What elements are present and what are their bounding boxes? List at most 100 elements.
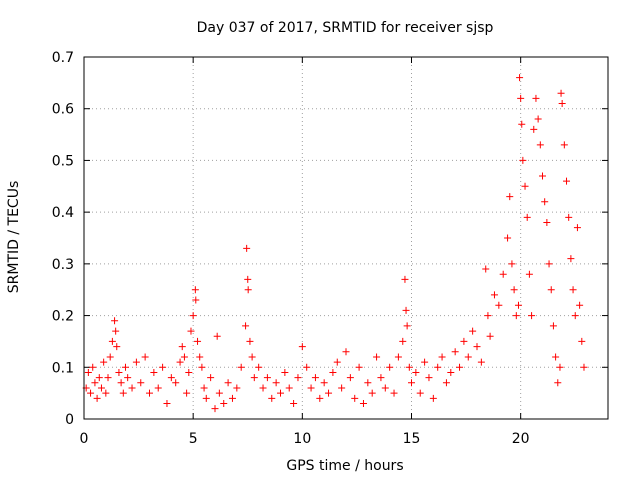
data-point	[390, 389, 398, 397]
data-point	[146, 389, 153, 397]
data-point	[108, 337, 116, 345]
data-point	[119, 389, 127, 397]
data-point	[408, 379, 415, 387]
data-point	[534, 115, 542, 123]
data-point	[178, 343, 186, 351]
data-point	[268, 394, 276, 402]
data-point	[303, 363, 311, 371]
axis-ticks: 0 5 10 15 20 0 0.1 0.2 0.3 0.4 0.5 0.6 0.7	[52, 50, 608, 447]
data-point	[244, 286, 252, 294]
data-point	[510, 286, 518, 294]
data-point	[200, 384, 208, 392]
data-point	[272, 379, 280, 387]
data-point	[132, 358, 140, 366]
data-point	[425, 374, 433, 382]
data-point	[159, 363, 167, 371]
data-point	[192, 296, 200, 304]
data-point	[106, 353, 114, 361]
data-point	[150, 368, 158, 376]
data-point	[111, 317, 119, 325]
data-point	[536, 141, 544, 149]
data-point	[281, 368, 289, 376]
x-tick-label: 15	[403, 431, 421, 447]
data-point	[499, 270, 507, 278]
data-point	[359, 399, 367, 407]
data-point	[490, 291, 498, 299]
data-point	[97, 384, 105, 392]
data-point	[93, 394, 101, 402]
data-point	[243, 244, 251, 252]
data-point	[514, 301, 522, 309]
data-point	[539, 172, 546, 180]
data-point	[517, 94, 525, 102]
data-point	[228, 394, 236, 402]
data-point	[104, 374, 112, 382]
y-tick-label: 0.1	[52, 360, 74, 376]
data-point	[377, 374, 385, 382]
data-point	[381, 384, 389, 392]
data-point	[285, 384, 293, 392]
data-point	[346, 374, 354, 382]
data-point	[259, 384, 267, 392]
y-tick-label: 0.6	[52, 102, 74, 118]
data-point	[307, 384, 315, 392]
data-point	[563, 177, 571, 185]
data-point	[320, 379, 328, 387]
data-point	[516, 74, 524, 82]
data-point	[519, 156, 527, 164]
data-point	[549, 322, 557, 330]
data-point	[351, 394, 359, 402]
x-tick-label: 20	[512, 431, 530, 447]
data-point	[394, 353, 402, 361]
data-point	[163, 399, 171, 407]
data-point	[95, 374, 103, 382]
data-point	[530, 125, 538, 133]
data-point	[558, 100, 566, 108]
data-point	[91, 379, 99, 387]
data-point	[194, 337, 202, 345]
data-point	[277, 389, 284, 397]
data-point	[290, 399, 298, 407]
data-point	[185, 368, 193, 376]
data-point	[523, 213, 531, 221]
data-point	[124, 374, 132, 382]
y-tick-label: 0	[65, 412, 74, 428]
data-point	[399, 337, 407, 345]
data-point	[434, 363, 442, 371]
data-point	[447, 368, 455, 376]
data-point	[557, 89, 565, 97]
y-tick-label: 0.5	[52, 153, 74, 169]
data-point	[207, 374, 215, 382]
data-point	[180, 353, 188, 361]
data-point	[518, 120, 526, 128]
data-point	[87, 389, 95, 397]
data-point	[547, 286, 555, 294]
data-point	[113, 343, 121, 351]
y-tick-label: 0.4	[52, 205, 74, 221]
data-point	[112, 327, 120, 335]
x-axis-label: GPS time / hours	[286, 458, 403, 474]
data-point	[580, 363, 588, 371]
data-point	[263, 374, 271, 382]
data-point	[565, 213, 573, 221]
data-point	[248, 353, 256, 361]
data-point	[484, 312, 492, 320]
data-point	[176, 358, 184, 366]
chart-title: Day 037 of 2017, SRMTID for receiver sjs…	[197, 20, 494, 36]
data-point	[504, 234, 512, 242]
data-point	[183, 389, 191, 397]
data-point	[342, 348, 350, 356]
data-point	[154, 384, 162, 392]
data-point	[473, 343, 481, 351]
data-point	[460, 337, 468, 345]
data-point	[469, 327, 477, 335]
data-point	[137, 379, 145, 387]
data-point	[438, 353, 446, 361]
data-point	[211, 405, 219, 413]
data-point	[189, 312, 197, 320]
data-point	[294, 374, 302, 382]
data-point	[456, 363, 464, 371]
data-point	[421, 358, 429, 366]
data-point	[128, 384, 136, 392]
